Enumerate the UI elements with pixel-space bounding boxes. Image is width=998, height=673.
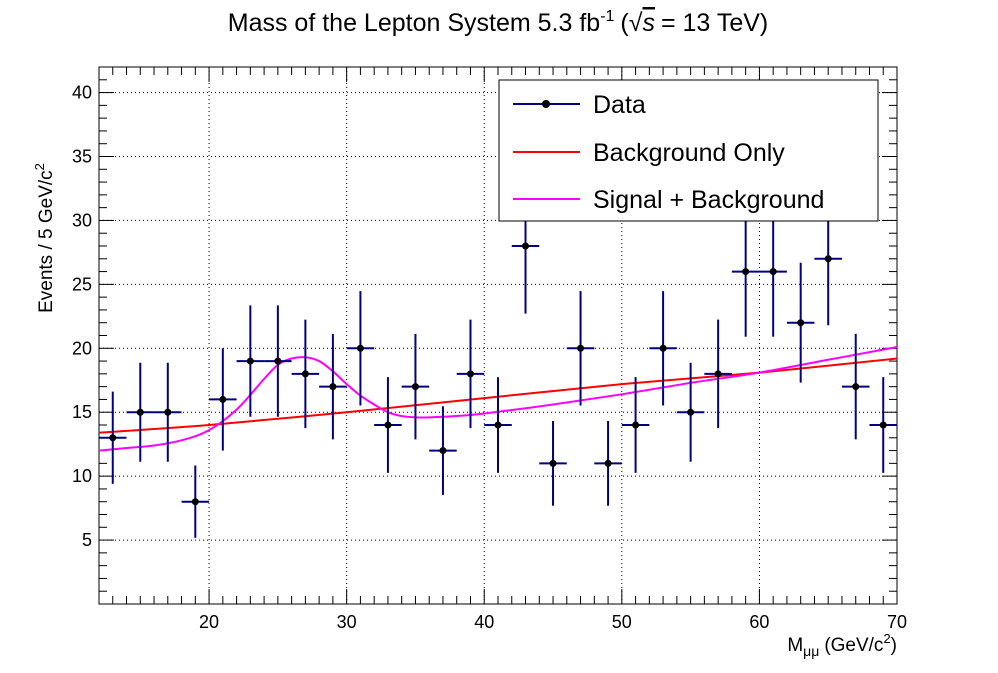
y-axis-text: Events / 5 GeV/c [36,170,57,313]
x-axis-title: Mμμ (GeV/c2) [787,631,897,659]
legend-data-label: Data [593,91,646,119]
y-tick-label: 25 [72,274,92,294]
data-marker [522,242,530,250]
data-point [181,465,210,538]
data-point [346,291,375,406]
data-marker [356,344,364,352]
legend-data-marker [542,100,550,108]
data-marker [549,459,557,467]
series-lines [98,346,898,452]
sqrt-symbol: √ [629,9,643,37]
data-point [594,420,622,506]
data-points [99,178,897,538]
data-point [126,362,155,462]
data-point [319,333,347,440]
plot-frame [98,66,898,605]
data-marker [879,421,887,429]
data-point [786,262,815,383]
data-point [484,377,512,473]
title-energy-open: ( [620,9,629,37]
legend-signal-label: Signal + Background [593,186,824,214]
data-point [264,305,292,417]
x-tick-label: 50 [612,612,632,632]
data-marker [136,408,144,416]
x-tick-label: 40 [474,612,494,632]
data-marker [274,357,282,365]
title-energy-var: s [642,9,655,37]
data-point [704,319,732,429]
data-point [759,206,787,337]
x-axis-subscript: μμ [803,643,819,659]
x-tick-label: 70 [887,612,907,632]
data-marker [632,421,640,429]
data-point [374,377,402,473]
data-marker [384,421,392,429]
data-marker [742,268,750,276]
x-axis-unit-close: ) [891,635,897,656]
data-marker [301,370,309,378]
data-marker [577,344,585,352]
y-axis-sup: 2 [32,163,47,170]
x-axis-prefix: M [787,635,803,656]
y-tick-label: 35 [72,147,92,167]
data-marker [797,319,805,327]
data-marker [164,408,172,416]
data-marker [246,357,254,365]
data-point [731,206,760,337]
data-point [456,319,485,429]
x-axis-unit-sup: 2 [883,631,890,646]
data-point [99,391,127,484]
chart-title: Mass of the Lepton System 5.3 fb-1 (√s = 1… [228,8,769,37]
data-marker [466,370,474,378]
x-tick-label: 20 [199,612,219,632]
title-superscript: -1 [600,8,614,25]
data-marker [687,408,695,416]
data-point [539,420,567,506]
tick-layer [98,67,898,604]
data-point [621,377,650,473]
y-tick-label: 15 [72,402,92,422]
data-point [236,305,265,417]
signal-plus-background-curve [98,346,898,452]
data-point [429,406,457,495]
data-marker [109,434,117,442]
y-tick-label: 10 [72,466,92,486]
data-marker [824,255,832,263]
data-marker [494,421,502,429]
x-tick-labels: 20 30 40 50 60 70 [199,612,907,632]
x-tick-label: 60 [749,612,769,632]
data-marker [329,383,337,391]
data-point [869,377,897,473]
data-point [209,348,237,451]
data-marker [191,498,199,506]
data-point [291,319,320,429]
title-main: Mass of the Lepton System 5.3 fb [228,9,600,37]
data-marker [411,383,419,391]
data-point [841,333,870,440]
data-point [154,362,182,462]
y-axis-title: Events / 5 GeV/c2 [32,163,57,313]
data-marker [439,447,447,455]
data-point [649,291,677,406]
legend: Data Background Only Signal + Background [498,79,879,222]
y-tick-label: 5 [82,530,92,550]
title-energy-close: = 13 TeV) [661,9,768,37]
data-marker [604,459,612,467]
y-tick-label: 40 [72,83,92,103]
data-marker [714,370,722,378]
y-tick-label: 30 [72,210,92,230]
data-point [676,362,705,462]
data-marker [769,268,777,276]
x-axis-unit: (GeV/c [824,635,883,656]
y-tick-labels: 5 10 15 20 25 30 35 40 [72,83,92,550]
data-marker [852,383,860,391]
data-marker [219,395,227,403]
x-tick-label: 30 [337,612,357,632]
data-point [566,291,595,406]
data-marker [659,344,667,352]
legend-background-label: Background Only [593,139,785,167]
data-point [401,333,430,440]
y-tick-label: 20 [72,338,92,358]
